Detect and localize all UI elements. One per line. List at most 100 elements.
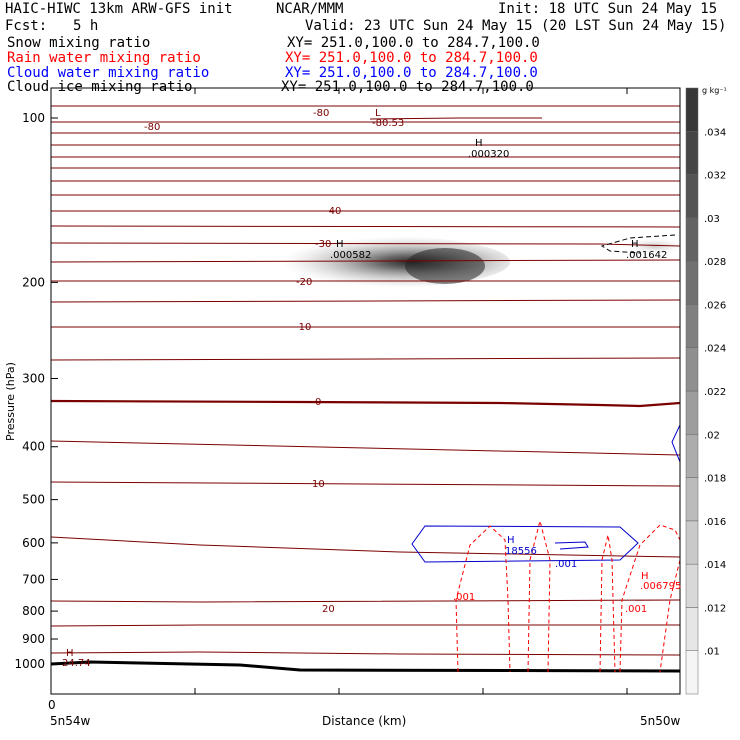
forecast-hours: 5 h [73,18,99,34]
colorbar-label: .014 [704,560,726,571]
high-value: 18556 [505,546,537,557]
high-value: .001642 [626,250,667,261]
cloud-water-contour [554,541,589,550]
field-xy-snow: XY= 251.0,100.0 to 284.7,100.0 [287,35,540,51]
temp-label: 0 [315,397,321,408]
colorbar-label: .022 [704,387,726,398]
field-name-cloud-ice: Cloud ice mixing ratio [7,79,193,95]
rain-contour [619,524,680,673]
low-value: -80.53 [372,118,404,129]
temp-label: -80 [144,122,160,133]
colorbar-box [685,304,699,348]
cloud-water-label: .001 [555,559,577,570]
colorbar: .01 .012 .014 .016 .018 .02 .022 .024 .026 .028 .0… [685,87,726,695]
temp-contour-line [51,536,680,558]
model-title: HAIC-HIWC 13km ARW-GFS init [5,1,233,17]
valid-time: Valid: 23 UTC Sun 24 May 15 (20 LST Sun … [305,18,727,34]
colorbar-label: .028 [704,257,726,268]
temp-label: -10 [295,322,311,333]
organization-label: NCAR/MMM [276,1,344,17]
rain-label: .001 [453,592,475,603]
colorbar-label: .034 [704,127,726,138]
high-mark: H [66,648,74,659]
colorbar-box [685,520,699,565]
colorbar-box [685,347,699,392]
temp-label: 10 [312,479,325,490]
cloud-water-contour [411,525,639,563]
y-tick-label: 300 [22,372,45,386]
cloud-ice-contour [600,234,676,254]
init-time: Init: 18 UTC Sun 24 May 15 [498,1,718,17]
y-tick-label: 600 [22,536,45,550]
x-axis-title: Distance (km) [322,714,406,728]
y-tick-label: 100 [22,111,45,125]
temp-contour-line [51,357,680,361]
colorbar-label: .01 [704,647,720,658]
temp-label: 20 [322,604,335,615]
high-value: .006795 [640,581,681,592]
temp-contour-line [51,599,680,603]
temp-contour-line [51,299,680,303]
field-name-snow: Snow mixing ratio [7,35,151,51]
temp-label: -80 [313,108,329,119]
temp-contour-line [51,481,680,487]
rain-contours [455,520,680,673]
temp-label: -20 [296,277,312,288]
terrain-line [51,660,680,673]
colorbar-box [685,174,699,219]
high-mark: H [475,138,483,149]
colorbar-label: .03 [704,214,720,225]
temperature-labels: -80 -80 -40 -30 -20 -10 0 10 20 [144,108,341,615]
colorbar-box [685,131,699,175]
high-value: 24.74 [62,658,91,669]
temp-contour-line [51,225,680,228]
high-value: .000320 [468,149,509,160]
high-mark: H [336,239,344,250]
colorbar-label: .032 [704,171,726,182]
colorbar-label: .026 [704,300,726,311]
colorbar-box [685,607,699,651]
field-xy-cloud-water: XY= 251.0,100.0 to 284.7,100.0 [285,65,538,81]
colorbar-box [685,217,699,262]
snow-core-shading [405,248,485,284]
cloud-water-contour [671,424,680,463]
mixing-ratio-labels: .001 .001 .001 [453,559,647,615]
rain-label: .001 [625,604,647,615]
temperature-contours [51,105,680,656]
high-value: .000582 [330,250,371,261]
forecast-label: Fcst: [5,18,48,34]
colorbar-label: .018 [704,474,726,485]
low-mark: L [375,108,381,119]
colorbar-label: .024 [704,344,726,355]
colorbar-unit: g kg⁻¹ [702,86,727,95]
x-start-label: 0 [48,698,56,712]
field-name-cloud-water: Cloud water mixing ratio [7,65,210,81]
y-tick-label: 700 [22,572,45,586]
colorbar-label: .02 [704,430,720,441]
colorbar-box [685,260,699,305]
temp-label: -30 [315,239,331,250]
cloud-water-contours [411,424,680,563]
y-tick-label: 400 [22,440,45,454]
field-xy-rain: XY= 251.0,100.0 to 284.7,100.0 [285,50,538,66]
y-tick-label: 500 [22,493,45,507]
high-mark: H [631,239,639,250]
field-xy-cloud-ice: XY= 251.0,100.0 to 284.7,100.0 [281,79,534,95]
high-mark: H [641,571,649,582]
temp-contour-line [51,651,680,656]
extrema-marks: L -80.53 H .000320 H .000582 H .001642 H… [62,108,681,669]
y-tick-label: 800 [22,604,45,618]
field-name-rain: Rain water mixing ratio [7,50,201,66]
colorbar-box [685,563,699,608]
temp-contour-line [51,624,680,627]
colorbar-box [685,87,699,132]
temp-contour-line [369,117,542,120]
colorbar-box [685,390,699,435]
y-tick-label: 1000 [14,657,45,671]
temp-contour-line [51,242,680,247]
plot-frame [50,87,681,695]
colorbar-box [685,434,699,478]
ice-shading [625,238,680,254]
rain-contour [527,520,551,673]
